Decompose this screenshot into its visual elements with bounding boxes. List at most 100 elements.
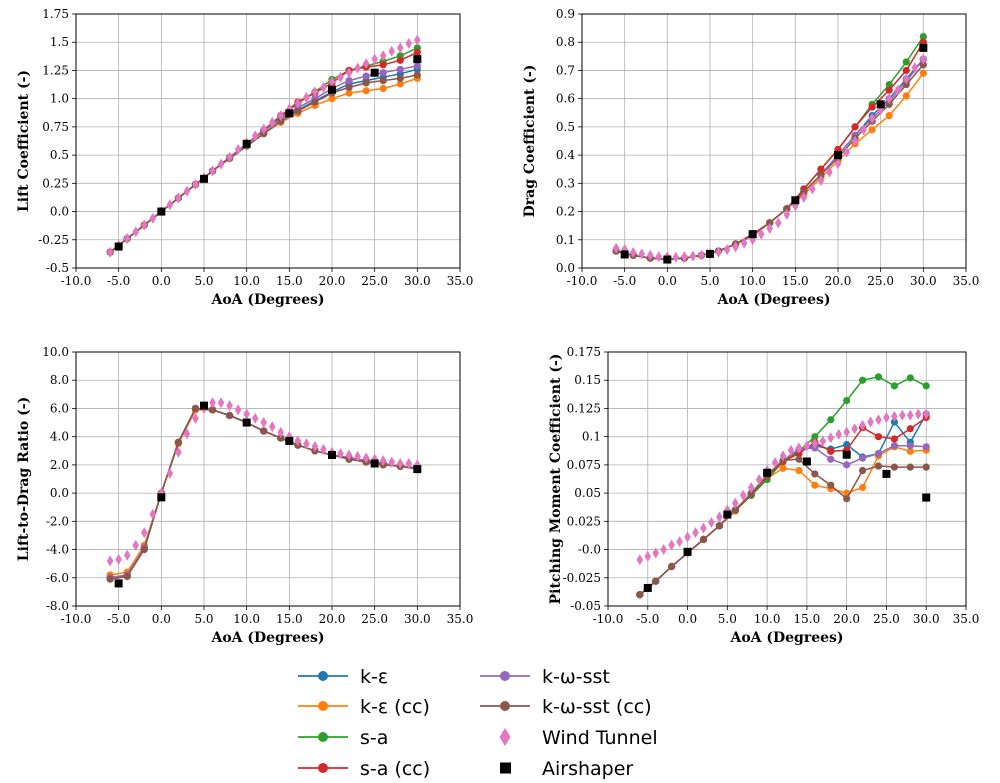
- y-tick-label: 0.5: [50, 148, 69, 162]
- point-k-eps-cc: [362, 87, 370, 95]
- point-wind-tunnel: [692, 527, 699, 539]
- point-k-omega-sst: [413, 62, 421, 70]
- point-k-omega-sst: [874, 450, 883, 458]
- point-s-a-cc: [379, 61, 387, 69]
- point-wind-tunnel: [251, 412, 259, 424]
- point-wind-tunnel: [328, 76, 336, 88]
- y-tick-label: -2.0: [46, 514, 69, 528]
- series-wind-tunnel: [612, 53, 927, 263]
- y-tick-label: -4.0: [46, 543, 69, 557]
- point-k-omega-sst-cc: [747, 490, 755, 498]
- point-wind-tunnel: [311, 86, 319, 98]
- point-s-a: [902, 58, 910, 66]
- point-airshaper: [242, 139, 251, 148]
- legend: k-ε k-ε (cc) s-a s-a (cc) k-ω-sst k-ω-sst (cc…: [298, 666, 658, 780]
- point-wind-tunnel: [747, 481, 755, 493]
- y-tick-label: 2.0: [50, 458, 69, 472]
- series-line-k-eps-cc: [109, 409, 418, 576]
- point-wind-tunnel: [638, 248, 646, 260]
- point-k-omega-sst-cc: [191, 404, 200, 413]
- point-k-omega-sst-cc: [362, 79, 370, 87]
- legend-entry-k-eps: k-ε: [298, 666, 388, 688]
- point-wind-tunnel: [345, 449, 353, 461]
- point-wind-tunnel: [106, 246, 114, 258]
- point-wind-tunnel: [379, 50, 387, 62]
- point-airshaper: [876, 100, 885, 109]
- legend-entry-k-omega-sst-cc: k-ω-sst (cc): [480, 696, 652, 718]
- y-tick-label: -0.0: [578, 543, 601, 557]
- point-k-omega-sst-cc: [795, 455, 803, 463]
- y-tick-label: 1.0: [50, 92, 69, 106]
- x-tick-label: 5.0: [194, 612, 213, 626]
- point-wind-tunnel: [771, 457, 779, 469]
- point-wind-tunnel: [668, 539, 675, 551]
- x-tick-label: 25.0: [361, 274, 388, 288]
- y-tick-label: -0.5: [46, 261, 69, 275]
- x-tick-label: 30.0: [404, 274, 431, 288]
- x-tick-label: 10.0: [233, 612, 260, 626]
- point-k-omega-sst-cc: [858, 466, 867, 475]
- point-wind-tunnel: [371, 53, 378, 65]
- point-k-eps-cc: [795, 466, 803, 475]
- point-k-eps-cc: [885, 112, 893, 120]
- point-airshaper: [285, 436, 294, 445]
- point-k-omega-sst-cc: [800, 188, 808, 196]
- axes-frame: [607, 351, 967, 607]
- x-tick-label: 0.0: [678, 612, 697, 626]
- point-s-a: [890, 382, 899, 390]
- point-airshaper: [882, 469, 891, 478]
- point-airshaper: [370, 459, 379, 468]
- point-wind-tunnel: [766, 222, 774, 234]
- point-k-omega-sst-cc: [902, 80, 910, 89]
- point-wind-tunnel: [140, 219, 148, 231]
- point-k-omega-sst-cc: [140, 545, 148, 554]
- legend-label: k-ε (cc): [360, 696, 430, 718]
- point-k-omega-sst: [906, 442, 914, 450]
- point-wind-tunnel: [354, 450, 361, 462]
- point-k-omega-sst-cc: [277, 434, 285, 442]
- y-tick-label: 0.3: [556, 176, 575, 190]
- point-k-omega-sst: [345, 77, 353, 85]
- point-airshaper: [114, 242, 123, 251]
- point-k-omega-sst-cc: [699, 535, 708, 543]
- point-wind-tunnel: [362, 452, 370, 464]
- point-wind-tunnel: [817, 175, 825, 187]
- legend-entry-k-omega-sst: k-ω-sst: [480, 666, 610, 688]
- x-tick-label: -5.0: [613, 274, 636, 288]
- legend-entry-s-a-cc: s-a (cc): [298, 758, 430, 780]
- y-tick-label: -6.0: [46, 571, 69, 585]
- point-wind-tunnel: [891, 410, 898, 422]
- point-k-omega-sst: [890, 442, 899, 450]
- point-wind-tunnel: [396, 457, 404, 469]
- x-tick-label: 15.0: [276, 274, 303, 288]
- point-k-omega-sst-cc: [226, 411, 234, 420]
- point-s-a-cc: [413, 48, 421, 56]
- point-wind-tunnel: [787, 444, 795, 456]
- point-k-omega-sst-cc: [652, 577, 660, 585]
- series-wind-tunnel: [106, 397, 421, 567]
- legend-marker: [500, 671, 510, 681]
- y-tick-label: -8.0: [46, 599, 69, 613]
- point-airshaper: [328, 85, 336, 94]
- point-wind-tunnel: [883, 411, 890, 423]
- point-k-omega-sst-cc: [311, 98, 319, 106]
- point-airshaper: [842, 450, 851, 459]
- point-airshaper: [157, 493, 166, 502]
- series-s-a: [636, 373, 930, 599]
- x-tick-label: -10.0: [61, 612, 92, 626]
- x-tick-label: 35.0: [953, 274, 980, 288]
- series-line-k-omega-sst: [109, 65, 418, 253]
- point-wind-tunnel: [698, 249, 705, 261]
- x-tick-label: 20.0: [319, 612, 346, 626]
- point-wind-tunnel: [672, 251, 680, 263]
- y-tick-label: 0.75: [42, 120, 69, 134]
- point-k-eps: [890, 418, 899, 426]
- x-tick-label: 0.0: [152, 274, 171, 288]
- series-line-k-eps: [109, 68, 418, 253]
- point-wind-tunnel: [379, 455, 387, 467]
- point-wind-tunnel: [149, 508, 157, 520]
- point-s-a: [843, 396, 851, 405]
- x-tick-label: -10.0: [567, 274, 598, 288]
- point-wind-tunnel: [834, 158, 842, 170]
- x-tick-label: 10.0: [739, 274, 766, 288]
